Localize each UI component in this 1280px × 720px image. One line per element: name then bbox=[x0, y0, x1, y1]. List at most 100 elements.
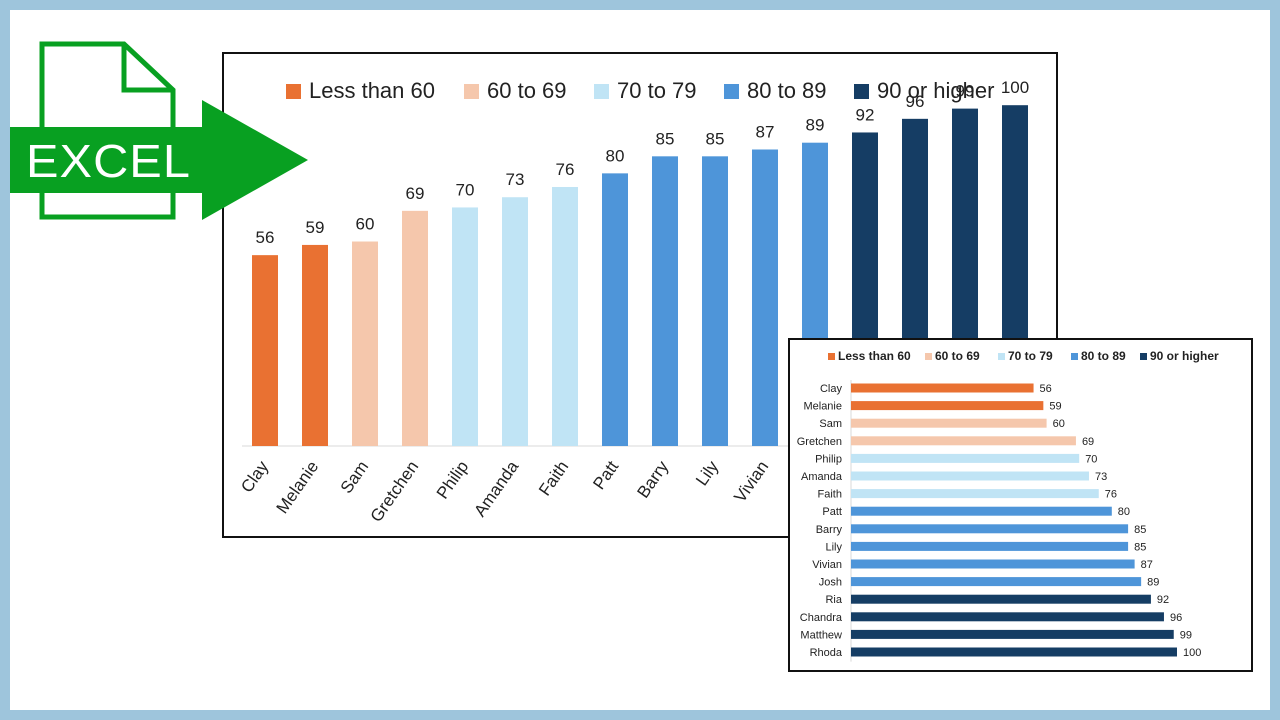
category-label-10: Vivian bbox=[812, 559, 842, 571]
legend-swatch-0 bbox=[286, 84, 301, 99]
data-label-1: 59 bbox=[1049, 401, 1061, 413]
bar-lily bbox=[851, 541, 1129, 551]
category-label-5: Amanda bbox=[470, 457, 522, 520]
data-label-6: 76 bbox=[556, 160, 575, 179]
legend-swatch-2 bbox=[998, 353, 1005, 360]
category-label-3: Gretchen bbox=[367, 457, 423, 525]
data-label-2: 60 bbox=[356, 215, 375, 234]
bar-melanie bbox=[851, 401, 1044, 411]
legend-swatch-4 bbox=[854, 84, 869, 99]
legend-label-4: 90 or higher bbox=[877, 78, 994, 103]
legend-swatch-2 bbox=[594, 84, 609, 99]
data-label-1: 59 bbox=[306, 218, 325, 237]
bar-clay bbox=[252, 255, 278, 446]
category-label-9: Lily bbox=[825, 541, 842, 553]
legend-swatch-3 bbox=[1071, 353, 1078, 360]
horizontal-bar-chart: Less than 60 60 to 69 70 to 79 80 to 89 90 o… bbox=[788, 338, 1253, 672]
data-label-3: 69 bbox=[406, 184, 425, 203]
data-label-8: 85 bbox=[1134, 524, 1146, 536]
legend-swatch-3 bbox=[724, 84, 739, 99]
bar-lily bbox=[702, 156, 728, 446]
excel-badge: EXCEL bbox=[10, 40, 310, 225]
data-label-5: 73 bbox=[1095, 471, 1107, 483]
legend-label-3: 80 to 89 bbox=[1081, 349, 1126, 363]
legend-label-3: 80 to 89 bbox=[747, 78, 827, 103]
category-label-4: Philip bbox=[815, 453, 842, 465]
bar-amanda bbox=[502, 197, 528, 446]
legend-label-1: 60 to 69 bbox=[487, 78, 567, 103]
category-label-0: Clay bbox=[820, 383, 843, 395]
category-label-4: Philip bbox=[433, 457, 472, 502]
data-label-0: 56 bbox=[256, 228, 275, 247]
category-label-15: Rhoda bbox=[810, 647, 843, 659]
category-label-1: Melanie bbox=[803, 401, 842, 413]
data-label-13: 96 bbox=[906, 92, 925, 111]
legend-swatch-1 bbox=[925, 353, 932, 360]
bar-barry bbox=[652, 156, 678, 446]
data-label-4: 70 bbox=[1085, 453, 1097, 465]
bar-vivian bbox=[752, 149, 778, 446]
legend-swatch-0 bbox=[828, 353, 835, 360]
bar-amanda bbox=[851, 471, 1089, 481]
legend-swatch-4 bbox=[1140, 353, 1147, 360]
data-label-5: 73 bbox=[506, 170, 525, 189]
data-label-10: 87 bbox=[1141, 559, 1153, 571]
category-label-6: Faith bbox=[535, 457, 572, 499]
category-label-8: Barry bbox=[816, 524, 843, 536]
category-label-14: Matthew bbox=[800, 629, 842, 641]
data-label-13: 96 bbox=[1170, 612, 1182, 624]
bar-clay bbox=[851, 383, 1034, 393]
bar-gretchen bbox=[402, 210, 428, 446]
legend-label-0: Less than 60 bbox=[838, 349, 911, 363]
data-label-14: 99 bbox=[1180, 629, 1192, 641]
legend-label-2: 70 to 79 bbox=[617, 78, 697, 103]
data-label-2: 60 bbox=[1053, 418, 1065, 430]
legend-label-4: 90 or higher bbox=[1150, 349, 1219, 363]
category-label-9: Lily bbox=[692, 457, 722, 489]
bar-philip bbox=[851, 453, 1080, 463]
horizontal-bar-chart-svg: Less than 60 60 to 69 70 to 79 80 to 89 90 o… bbox=[797, 349, 1219, 662]
data-label-11: 89 bbox=[1147, 577, 1159, 589]
badge-text: EXCEL bbox=[26, 135, 191, 187]
bar-josh bbox=[851, 577, 1142, 587]
data-label-9: 85 bbox=[706, 129, 725, 148]
data-label-12: 92 bbox=[856, 105, 875, 124]
data-label-3: 69 bbox=[1082, 436, 1094, 448]
bar-patt bbox=[602, 173, 628, 447]
data-label-11: 89 bbox=[806, 116, 825, 135]
data-label-7: 80 bbox=[1118, 506, 1130, 518]
bar-barry bbox=[851, 524, 1129, 534]
category-label-12: Ria bbox=[825, 594, 842, 606]
category-label-5: Amanda bbox=[801, 471, 843, 483]
data-label-10: 87 bbox=[756, 123, 775, 142]
category-label-7: Patt bbox=[589, 457, 622, 493]
category-label-11: Josh bbox=[819, 577, 842, 589]
bar-rhoda bbox=[851, 647, 1177, 657]
bar-philip bbox=[452, 207, 478, 446]
data-label-7: 80 bbox=[606, 146, 625, 165]
category-label-6: Faith bbox=[818, 489, 842, 501]
category-label-3: Gretchen bbox=[797, 436, 842, 448]
bar-gretchen bbox=[851, 436, 1076, 446]
category-label-0: Clay bbox=[237, 457, 272, 496]
bar-patt bbox=[851, 506, 1112, 516]
category-label-2: Sam bbox=[337, 457, 373, 497]
data-label-15: 100 bbox=[1001, 78, 1029, 97]
data-label-15: 100 bbox=[1183, 647, 1201, 659]
excel-document-arrow-icon: EXCEL bbox=[10, 41, 308, 220]
arrow-icon bbox=[10, 100, 308, 220]
bar-vivian bbox=[851, 559, 1135, 569]
bar-matthew bbox=[851, 629, 1174, 639]
legend-label-0: Less than 60 bbox=[309, 78, 435, 103]
bar-melanie bbox=[302, 244, 328, 446]
bar-faith bbox=[552, 186, 578, 446]
data-label-0: 56 bbox=[1040, 383, 1052, 395]
category-label-2: Sam bbox=[819, 418, 842, 430]
category-label-7: Patt bbox=[822, 506, 842, 518]
bar-faith bbox=[851, 489, 1099, 499]
bar-sam bbox=[851, 418, 1047, 428]
category-label-13: Chandra bbox=[800, 612, 843, 624]
bar-sam bbox=[352, 241, 378, 446]
data-label-9: 85 bbox=[1134, 541, 1146, 553]
category-label-1: Melanie bbox=[273, 457, 323, 517]
